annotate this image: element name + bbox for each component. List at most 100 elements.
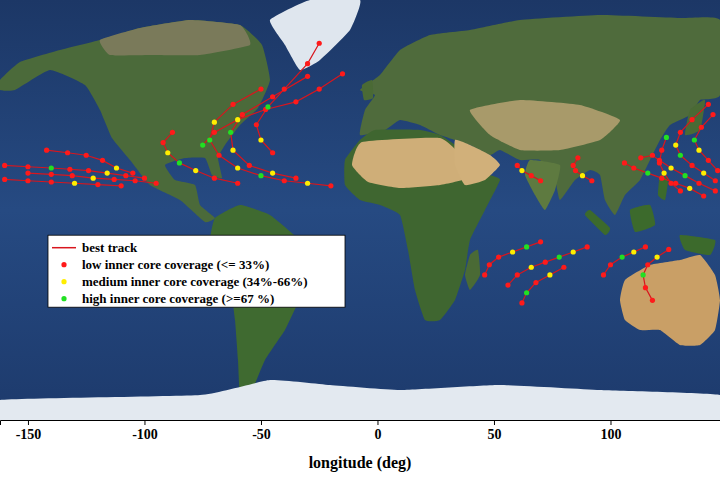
point <box>247 163 252 168</box>
point <box>589 178 594 183</box>
point <box>529 173 534 178</box>
point <box>547 272 552 277</box>
point <box>713 178 718 183</box>
point <box>72 181 77 186</box>
tick-mark <box>144 420 145 425</box>
land-central-asia <box>470 100 620 151</box>
point <box>580 173 585 178</box>
legend-symbol <box>61 296 66 301</box>
tick: 0 <box>374 420 381 442</box>
point <box>305 61 310 66</box>
point <box>105 170 110 175</box>
point <box>293 99 298 104</box>
point <box>482 272 487 277</box>
point <box>49 172 54 177</box>
point <box>270 94 275 99</box>
point <box>668 165 673 170</box>
point <box>228 130 233 135</box>
point <box>235 165 240 170</box>
point <box>100 158 105 163</box>
point <box>682 173 687 178</box>
point <box>510 249 515 254</box>
point <box>170 130 175 135</box>
data-layer <box>2 41 720 306</box>
point <box>529 265 534 270</box>
point <box>193 168 198 173</box>
point <box>340 71 345 76</box>
point <box>95 182 100 187</box>
point <box>701 193 706 198</box>
land-antarctica <box>0 380 720 420</box>
track-line <box>694 115 717 171</box>
track-line <box>485 242 541 275</box>
point <box>533 280 538 285</box>
point <box>713 188 718 193</box>
point <box>710 112 715 117</box>
point <box>608 262 613 267</box>
point <box>661 170 666 175</box>
tick-label: -150 <box>16 427 42 442</box>
point <box>265 104 270 109</box>
point <box>673 181 678 186</box>
point <box>25 170 30 175</box>
land-sumatra <box>585 210 610 235</box>
track-line <box>573 158 592 181</box>
track-line <box>256 43 319 152</box>
point <box>505 282 510 287</box>
point <box>2 163 7 168</box>
point <box>161 140 166 145</box>
x-axis: -150-100-50050100 <box>1 420 720 442</box>
chart-container: -150-100-50050100longitude (deg)best tra… <box>0 0 720 480</box>
point <box>657 160 662 165</box>
point <box>258 173 263 178</box>
land-africa <box>344 130 500 322</box>
track-line <box>624 163 703 196</box>
point <box>154 181 159 186</box>
land-greenland <box>270 0 361 70</box>
point <box>230 102 235 107</box>
land-india <box>525 160 560 210</box>
land-britain <box>362 80 373 100</box>
point <box>133 178 138 183</box>
tick: 100 <box>600 420 621 442</box>
point <box>112 177 117 182</box>
tick: 50 <box>487 420 501 442</box>
point <box>49 165 54 170</box>
legend-label: high inner core coverage (>=67 %) <box>82 291 274 306</box>
point <box>130 170 135 175</box>
point <box>687 186 692 191</box>
point <box>282 86 287 91</box>
point <box>230 148 235 153</box>
track-line <box>643 249 669 300</box>
land-sahara <box>352 138 469 188</box>
legend-symbol <box>52 247 76 249</box>
point <box>305 74 310 79</box>
point <box>123 173 128 178</box>
land-australia <box>620 255 720 346</box>
land-new-guinea <box>680 235 716 255</box>
point <box>25 164 30 169</box>
point <box>177 160 182 165</box>
point <box>678 188 683 193</box>
point <box>519 300 524 305</box>
tick: -150 <box>16 420 42 442</box>
point <box>678 130 683 135</box>
land-madagascar <box>465 250 480 290</box>
point <box>86 168 91 173</box>
point <box>571 163 576 168</box>
axis-line <box>1 421 720 426</box>
point <box>65 150 70 155</box>
point <box>515 163 520 168</box>
x-axis-title: longitude (deg) <box>309 454 412 472</box>
tick-label: 0 <box>374 427 381 442</box>
point <box>557 254 562 259</box>
point <box>142 176 147 181</box>
point <box>538 239 543 244</box>
tick-mark <box>261 420 262 425</box>
legend-label: best track <box>82 240 138 255</box>
point <box>84 153 89 158</box>
track-line <box>603 247 645 275</box>
point <box>543 260 548 265</box>
map-background <box>0 0 720 420</box>
point <box>49 179 54 184</box>
